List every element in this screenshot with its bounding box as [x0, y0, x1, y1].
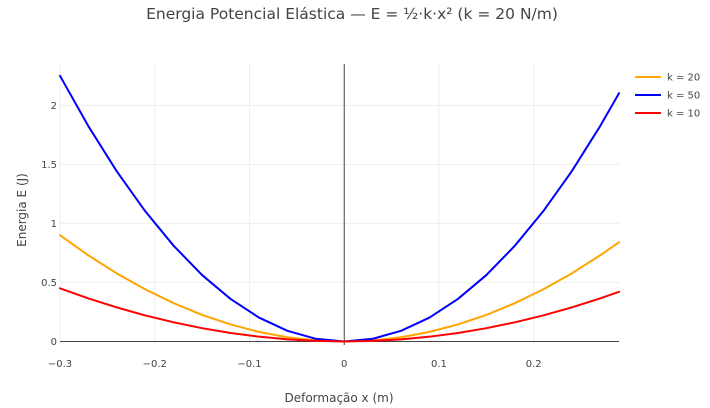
chart-title: Energia Potencial Elástica — E = ½·k·x² …	[146, 5, 558, 23]
series-line-3[interactable]	[59, 287, 620, 343]
x-tick-label: −0.1	[237, 359, 261, 370]
x-tick-label: −0.3	[48, 359, 72, 370]
grid-layer	[59, 64, 619, 345]
legend[interactable]: k = 20 k = 50 k = 10	[635, 73, 700, 120]
legend-item[interactable]: k = 10	[635, 109, 700, 120]
series-layer	[59, 74, 620, 343]
y-tick-label: 0.5	[41, 278, 57, 289]
y-tick-label: 0	[51, 337, 57, 348]
legend-item[interactable]: k = 20	[635, 73, 700, 84]
y-tick-label: 2	[51, 101, 57, 112]
x-axis-title: Deformação x (m)	[284, 391, 393, 405]
x-tick-label: 0.1	[431, 359, 447, 370]
legend-label: k = 10	[667, 109, 700, 120]
y-tick-label: 1	[51, 219, 57, 230]
x-tick-label: 0	[341, 359, 347, 370]
y-tick-labels: 0 0.5 1 1.5 2	[41, 101, 57, 348]
legend-label: k = 20	[667, 73, 700, 84]
x-tick-label: −0.2	[143, 359, 167, 370]
x-tick-label: 0.2	[526, 359, 542, 370]
y-axis-title: Energia E (J)	[15, 173, 29, 247]
x-tick-labels: −0.3 −0.2 −0.1 0 0.1 0.2	[48, 359, 542, 370]
legend-item[interactable]: k = 50	[635, 91, 700, 102]
legend-label: k = 50	[667, 91, 700, 102]
y-tick-label: 1.5	[41, 160, 57, 171]
